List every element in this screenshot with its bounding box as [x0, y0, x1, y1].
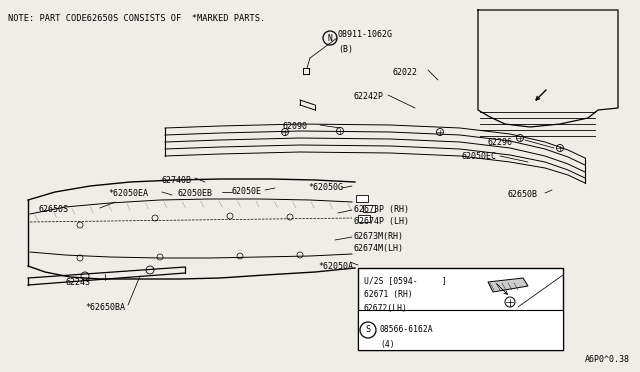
Text: (4): (4)	[380, 340, 395, 349]
Text: 62050EB: 62050EB	[178, 189, 213, 198]
Text: 62673M(RH): 62673M(RH)	[354, 232, 404, 241]
Text: N: N	[328, 33, 332, 42]
Text: 62671 (RH): 62671 (RH)	[364, 290, 413, 299]
Bar	[356, 195, 368, 202]
Text: 62050EC: 62050EC	[462, 152, 497, 161]
Text: 62296: 62296	[488, 138, 513, 147]
Text: 62650S: 62650S	[38, 205, 68, 214]
Text: 62650B: 62650B	[508, 190, 538, 199]
Text: *62050EA: *62050EA	[108, 189, 148, 198]
Bar	[363, 205, 375, 212]
Polygon shape	[488, 278, 528, 292]
Text: *62050A: *62050A	[318, 262, 353, 271]
Text: 62050E: 62050E	[232, 187, 262, 196]
Text: *62050G: *62050G	[308, 183, 343, 192]
Text: 62022: 62022	[393, 68, 418, 77]
Text: 62090: 62090	[283, 122, 308, 131]
Bar	[358, 268, 563, 350]
Text: NOTE: PART CODE62650S CONSISTS OF  *MARKED PARTS.: NOTE: PART CODE62650S CONSISTS OF *MARKE…	[8, 14, 265, 23]
Text: 62740B: 62740B	[162, 176, 192, 185]
Bar	[358, 310, 563, 350]
Text: 08566-6162A: 08566-6162A	[380, 326, 434, 334]
Text: 62674M(LH): 62674M(LH)	[354, 244, 404, 253]
Text: *62650BA: *62650BA	[85, 303, 125, 312]
Text: 62243: 62243	[65, 278, 90, 287]
Text: U/2S [0594-     ]: U/2S [0594- ]	[364, 276, 447, 285]
Text: S: S	[365, 326, 371, 334]
Text: 62673P (RH): 62673P (RH)	[354, 205, 409, 214]
Text: 62242P: 62242P	[354, 92, 384, 101]
Text: 62674P (LH): 62674P (LH)	[354, 217, 409, 226]
Text: 62672(LH): 62672(LH)	[364, 304, 408, 313]
Text: A6P0^0.38: A6P0^0.38	[585, 355, 630, 364]
Bar	[358, 215, 370, 222]
Text: (B): (B)	[338, 45, 353, 54]
Text: 08911-1062G: 08911-1062G	[338, 30, 393, 39]
